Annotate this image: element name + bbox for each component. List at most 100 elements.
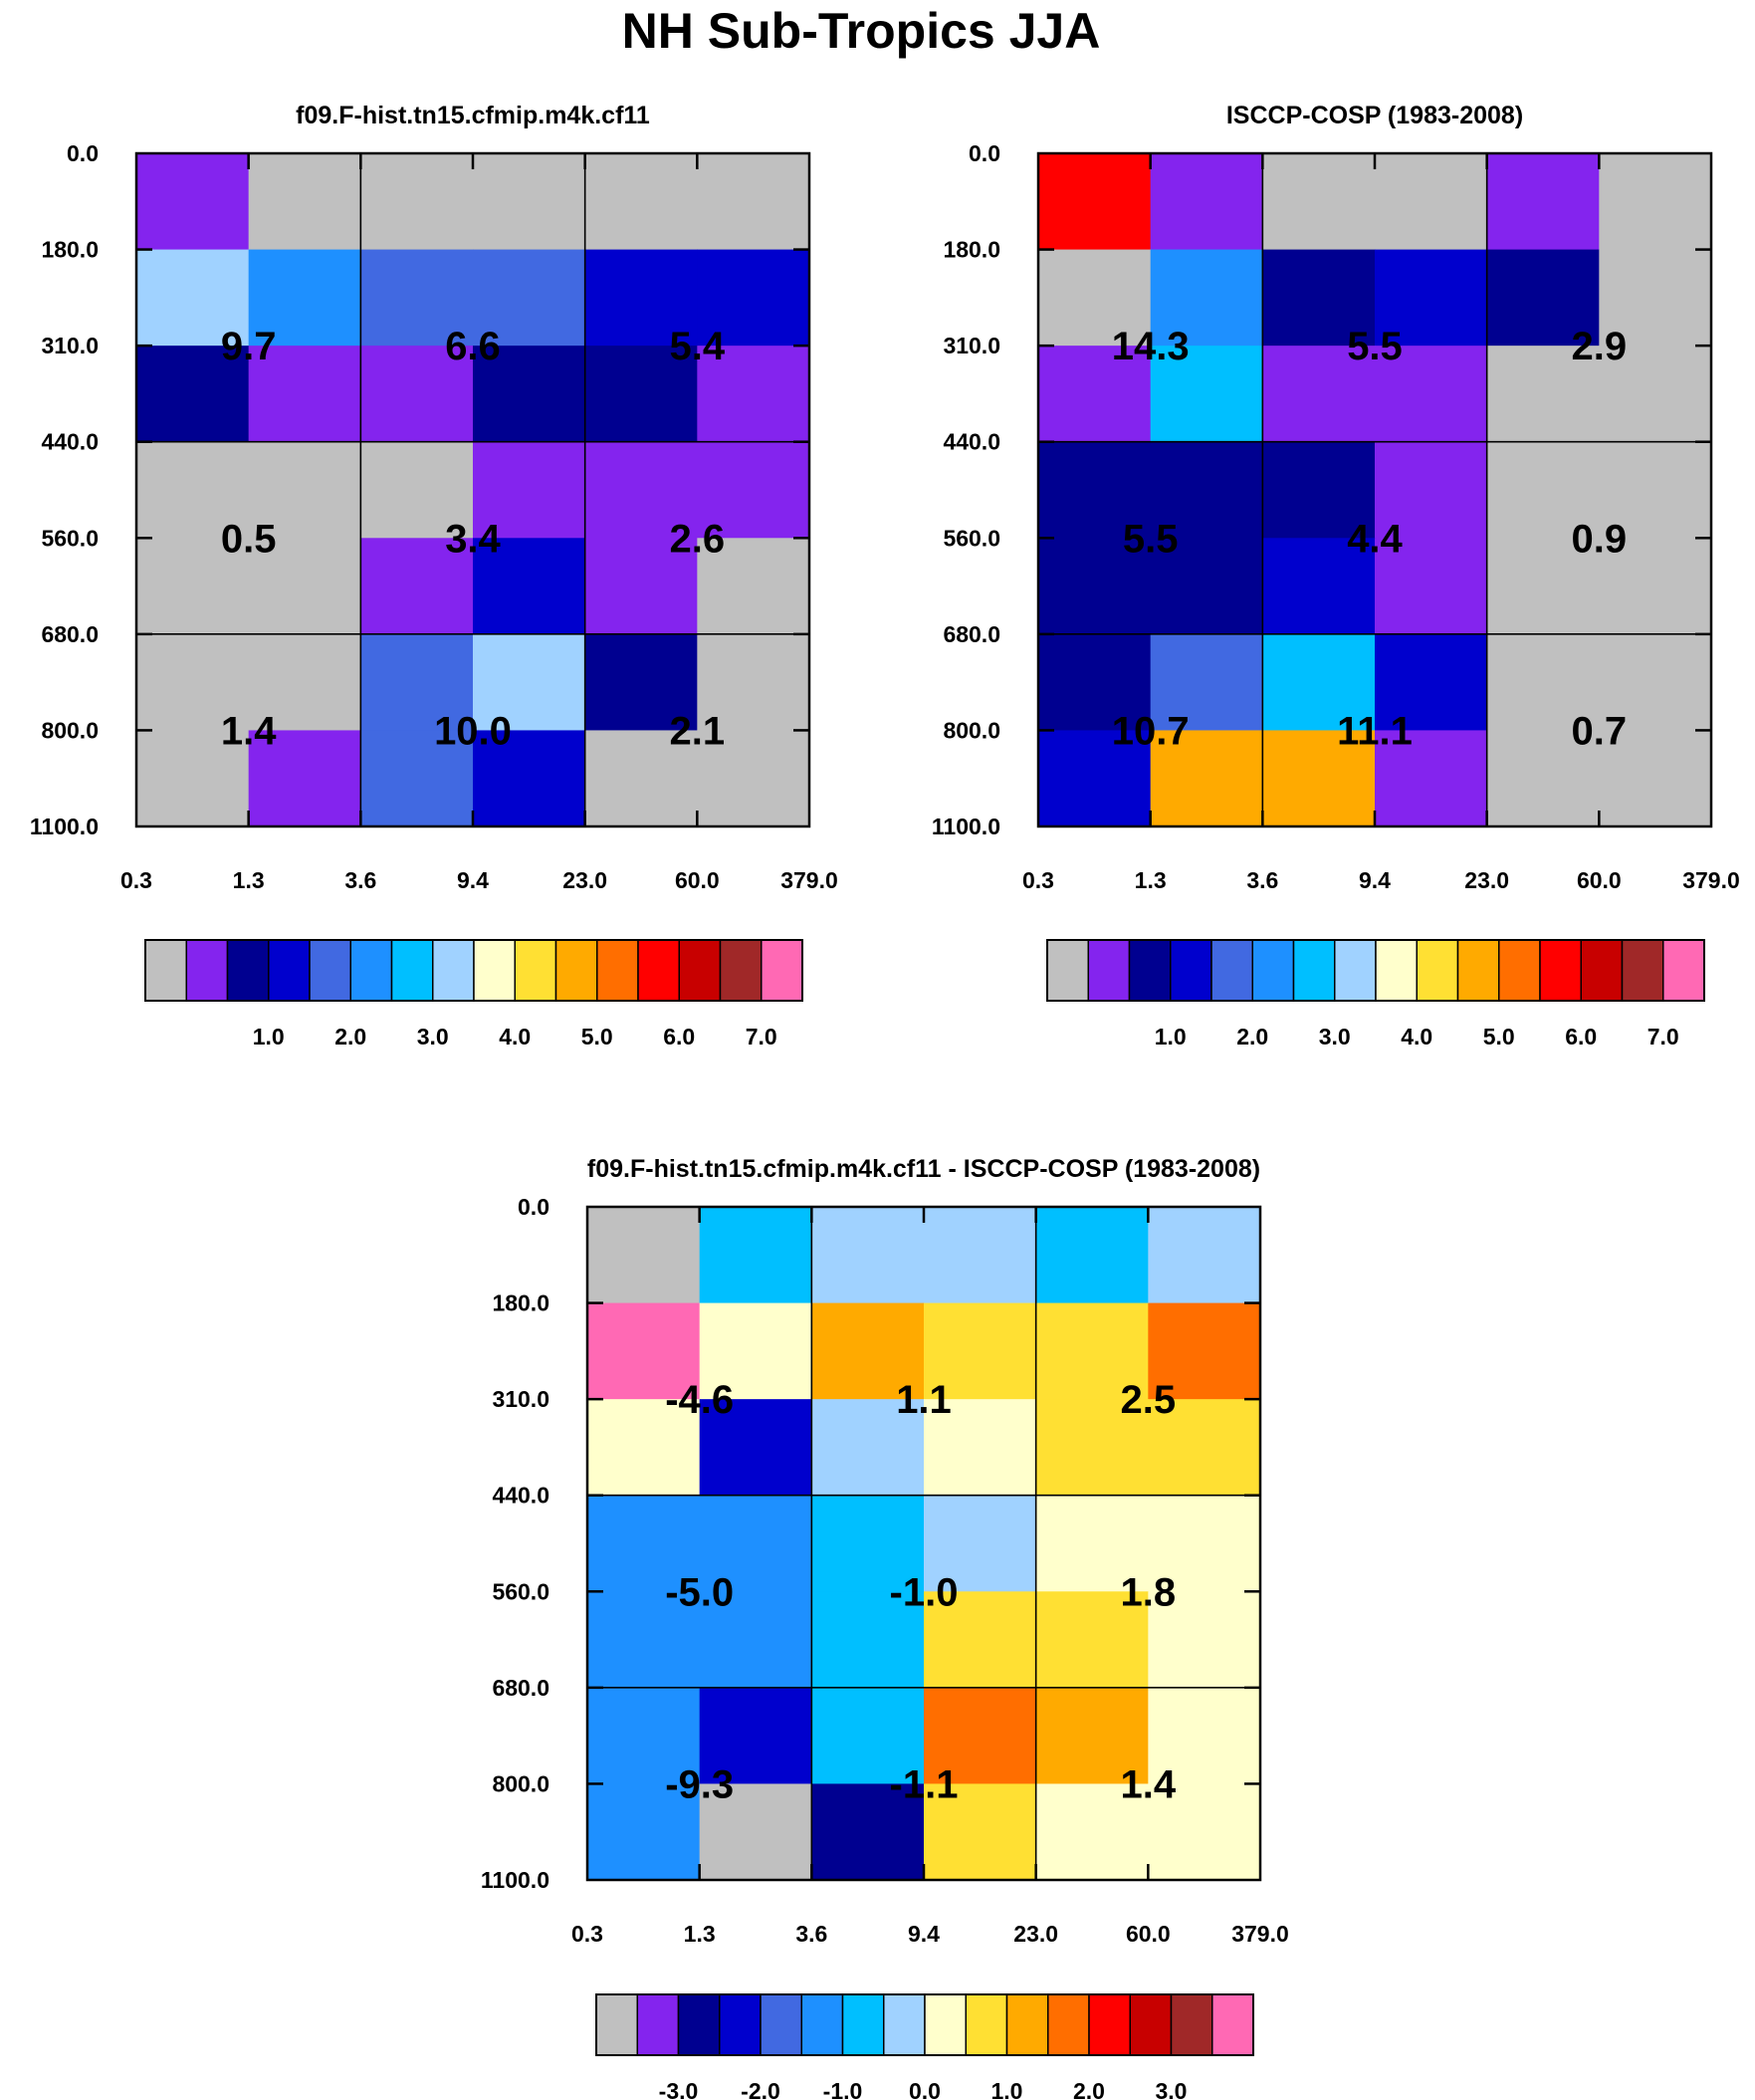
heatmap-cell — [1038, 730, 1152, 827]
x-tick-label: 379.0 — [1231, 1921, 1289, 1947]
heatmap-cell — [248, 633, 361, 732]
heatmap-cell — [1375, 538, 1488, 635]
heatmap-cell — [697, 249, 810, 347]
heatmap-cell — [924, 1495, 1037, 1592]
heatmap-cell — [1148, 1783, 1261, 1881]
colorbar-label: 3.0 — [1319, 1024, 1351, 1050]
block-value-label: 5.5 — [1123, 517, 1179, 561]
colorbar-swatch — [514, 939, 557, 1002]
x-tick-label: 23.0 — [562, 867, 607, 893]
colorbar-swatch — [924, 1993, 967, 2056]
colorbar-label: 6.0 — [663, 1024, 695, 1050]
heatmap-cell — [1035, 1687, 1149, 1785]
colorbar-swatch — [1539, 939, 1582, 1002]
x-tick-label: 1.3 — [684, 1921, 716, 1947]
heatmap-cell — [811, 1591, 925, 1689]
heatmap-cell — [1148, 1495, 1261, 1592]
heatmap-cell — [136, 249, 250, 347]
heatmap-cell — [1035, 1495, 1149, 1592]
colorbar-label: 3.0 — [417, 1024, 449, 1050]
colorbar-frame — [1046, 939, 1705, 1002]
y-tick-label: 310.0 — [943, 333, 1000, 358]
block-value-label: 0.7 — [1572, 709, 1628, 753]
heatmap-cell — [1375, 153, 1488, 251]
heatmap-cell — [1035, 1591, 1149, 1689]
x-tick-label: 9.4 — [908, 1921, 940, 1947]
y-tick-label: 800.0 — [492, 1770, 549, 1796]
heatmap-cell — [136, 346, 250, 443]
colorbar-label: 4.0 — [1401, 1024, 1432, 1050]
x-tick-label: 60.0 — [1126, 1921, 1171, 1947]
y-tick-label: 180.0 — [492, 1290, 549, 1316]
heatmap-cell — [1038, 346, 1152, 443]
y-tick-label: 800.0 — [41, 717, 99, 743]
heatmap-cell — [1599, 153, 1712, 251]
heatmap-cell — [1150, 538, 1263, 635]
y-tick-label: 310.0 — [41, 333, 99, 358]
heatmap-cell — [360, 633, 474, 732]
heatmap-cell — [1148, 1591, 1261, 1689]
y-tick-label: 0.0 — [969, 140, 1000, 166]
colorbar-swatch — [268, 939, 311, 1002]
colorbar-label: 5.0 — [1483, 1024, 1515, 1050]
heatmap-cell — [1038, 441, 1152, 539]
y-tick-label: 1100.0 — [481, 1867, 549, 1893]
x-tick-label: 23.0 — [1464, 867, 1509, 893]
colorbar-swatch — [761, 939, 803, 1002]
y-tick-label: 560.0 — [492, 1578, 549, 1604]
colorbar-label: 0.0 — [909, 2078, 941, 2100]
heatmap-cell — [1150, 346, 1263, 443]
heatmap-cell — [699, 1495, 812, 1592]
block-value-label: 3.4 — [445, 517, 501, 561]
heatmap-cell — [699, 1591, 812, 1689]
colorbar-swatch — [719, 939, 763, 1002]
colorbar-swatch — [596, 939, 639, 1002]
heatmap-cell — [811, 1399, 925, 1497]
heatmap-cell — [1148, 1687, 1261, 1785]
heatmap-cell — [1150, 730, 1263, 827]
heatmap-cell — [699, 1207, 812, 1304]
heatmap-cell — [136, 730, 250, 827]
colorbar-swatch — [1005, 1993, 1049, 2056]
heatmap-cell — [587, 1302, 701, 1400]
heatmap-cell — [1038, 538, 1152, 635]
colorbar-label: 6.0 — [1565, 1024, 1597, 1050]
y-tick-label: 1100.0 — [30, 814, 99, 839]
x-tick-label: 23.0 — [1013, 1921, 1058, 1947]
colorbar-swatch — [1662, 939, 1705, 1002]
block-value-label: 1.4 — [221, 709, 277, 753]
heatmap-cell — [1486, 730, 1600, 827]
colorbar-swatch — [1621, 939, 1664, 1002]
block-value-label: 0.5 — [221, 517, 277, 561]
heatmap-cell — [1262, 538, 1376, 635]
heatmap-cell — [360, 249, 474, 347]
colorbar-label: 2.0 — [334, 1024, 366, 1050]
colorbar-swatch — [1251, 939, 1295, 1002]
colorbar-swatch — [760, 1993, 802, 2056]
x-tick-label: 379.0 — [780, 867, 838, 893]
block-value-label: 2.6 — [670, 517, 726, 561]
heatmap-cell — [697, 633, 810, 732]
heatmap-cell — [924, 1302, 1037, 1400]
heatmap-cell — [1599, 346, 1712, 443]
y-tick-label: 680.0 — [943, 621, 1000, 647]
heatmap-cell — [248, 730, 361, 827]
panel-title: f09.F-hist.tn15.cfmip.m4k.cf11 — [296, 102, 650, 129]
heatmap-cell — [248, 153, 361, 251]
heatmap-cell — [1148, 1302, 1261, 1400]
colorbar-swatch — [1170, 1993, 1213, 2056]
y-tick-label: 560.0 — [943, 525, 1000, 551]
heatmap-cell — [587, 1687, 701, 1785]
block-value-label: 5.5 — [1347, 325, 1403, 368]
heatmap-cell — [1599, 730, 1712, 827]
heatmap-cell — [473, 441, 586, 539]
colorbar-swatch — [677, 1993, 721, 2056]
heatmap-cell — [1599, 249, 1712, 347]
heatmap-cell — [811, 1687, 925, 1785]
x-tick-label: 0.3 — [120, 867, 152, 893]
x-tick-label: 3.6 — [795, 1921, 827, 1947]
heatmap-cell — [584, 730, 698, 827]
colorbar-swatch — [1211, 1993, 1254, 2056]
heatmap-cell — [699, 1399, 812, 1497]
